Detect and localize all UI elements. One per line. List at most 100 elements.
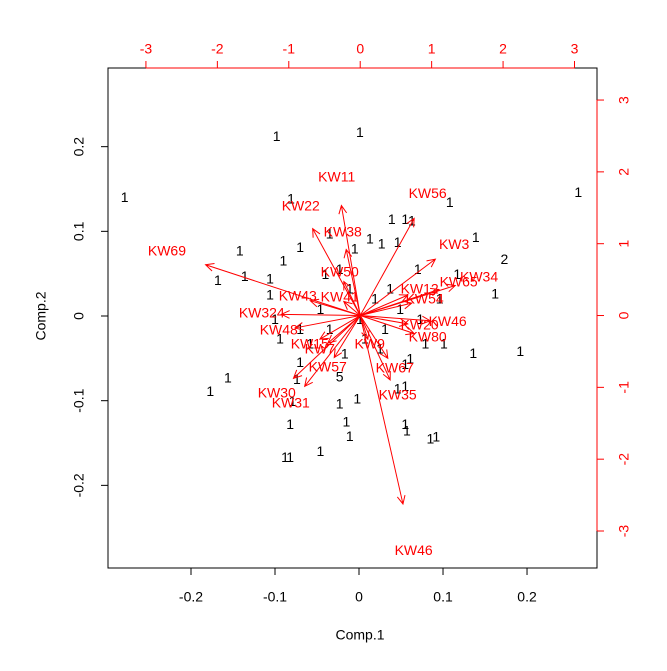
point-label: 1 [408,213,416,229]
point-label: 1 [241,268,249,284]
point-label: 1 [206,383,214,399]
point-label: 1 [326,321,334,337]
point-label: 1 [346,280,354,296]
point-label: 1 [491,286,499,302]
point-label: 1 [401,356,409,372]
point-label: 1 [287,191,295,207]
loading-label: KW41 [321,289,359,305]
point-label: 1 [280,253,288,269]
loading-label: KW69 [148,243,186,259]
point-label: 1 [396,301,404,317]
point-label: 1 [356,311,364,327]
x-tick-label: 0.2 [517,589,537,605]
point-label: 1 [336,396,344,412]
point-label: 1 [276,330,284,346]
point-label: 1 [306,336,314,352]
loading-arrow [342,300,361,316]
loading-arrow [359,217,415,316]
loading-arrow [303,315,361,388]
point-label: 1 [453,266,461,282]
point-label: 1 [376,341,384,357]
point-label: 1 [472,229,480,245]
loading-label: KW7 [305,341,336,357]
x-tick-label: 0 [355,589,363,605]
y2-tick-label: -3 [616,525,632,538]
point-label: 1 [381,321,389,337]
loading-label: KW54 [406,291,444,307]
y-tick-label: 0 [71,312,87,320]
loading-arrow [359,258,437,316]
point-label: 1 [401,211,409,227]
loading-arrow [359,315,391,381]
point-label: 1 [401,416,409,432]
point-label: 1 [296,239,304,255]
point-label: 1 [322,266,330,282]
point-label: 1 [316,301,324,317]
point-label: 1 [403,423,411,439]
loading-label: KW43 [279,288,317,304]
loading-label: KW3 [439,236,470,252]
point-label: 1 [378,236,386,252]
loading-arrow [312,227,361,316]
x2-tick-label: 1 [428,41,436,57]
loading-arrow [293,315,361,331]
point-label: 1 [394,380,402,396]
y2-tick-label: 2 [616,168,632,176]
point-label: 1 [401,378,409,394]
point-label: 1 [406,351,414,367]
loading-label: KW67 [376,360,414,376]
x2-tick-label: -3 [140,41,153,57]
y-tick-label: -0.2 [71,473,87,497]
point-label: 1 [388,211,396,227]
point-label: 1 [286,416,294,432]
point-label: 1 [432,429,440,445]
loading-arrow [360,287,441,316]
point-label: 1 [266,270,274,286]
point-label: 1 [516,343,524,359]
point-label: 1 [289,393,297,409]
point-label: 1 [574,184,582,200]
y-tick-label: 0.2 [71,137,87,157]
loading-arrow [204,263,361,316]
y2-tick-label: -2 [616,453,632,466]
y-axis-label: Comp.2 [33,291,49,340]
point-label: 1 [371,291,379,307]
loading-arrow [360,294,409,316]
point-label: 1 [224,369,232,385]
point-label: 1 [316,443,324,459]
loading-arrow [359,315,370,341]
point-label: 1 [271,311,279,327]
x-tick-label: -0.2 [179,589,203,605]
point-label: 1 [440,336,448,352]
point-label: 1 [353,391,361,407]
point-label: 1 [286,449,294,465]
point-label: 1 [366,231,374,247]
x-tick-label: 0.1 [433,589,453,605]
loading-label: KW38 [324,224,362,240]
loading-label: KW34 [460,269,498,285]
x2-tick-label: 3 [571,41,579,57]
x2-tick-label: -1 [283,41,296,57]
loading-label: KW11 [318,169,355,185]
loading-label: KW48 [260,322,298,338]
point-label: 1 [386,280,394,296]
loading-arrow [318,315,361,340]
point-label: 5 [336,369,344,385]
point-label: 1 [416,311,424,327]
x2-tick-label: -2 [211,41,224,57]
loading-label: KW9 [355,336,386,352]
x2-tick-label: 2 [499,41,507,57]
point-label: 1 [346,428,354,444]
loading-arrow [309,298,361,317]
point-label: 1 [469,345,477,361]
point-label: 1 [296,354,304,370]
y2-tick-label: 1 [616,240,632,248]
loading-arrow [326,315,361,344]
y-tick-label: -0.1 [71,388,87,412]
point-label: 1 [341,346,349,362]
loading-label: KW35 [379,387,417,403]
loading-arrow [359,315,389,360]
loading-label: KW22 [282,198,320,214]
point-label: 1 [266,286,274,302]
